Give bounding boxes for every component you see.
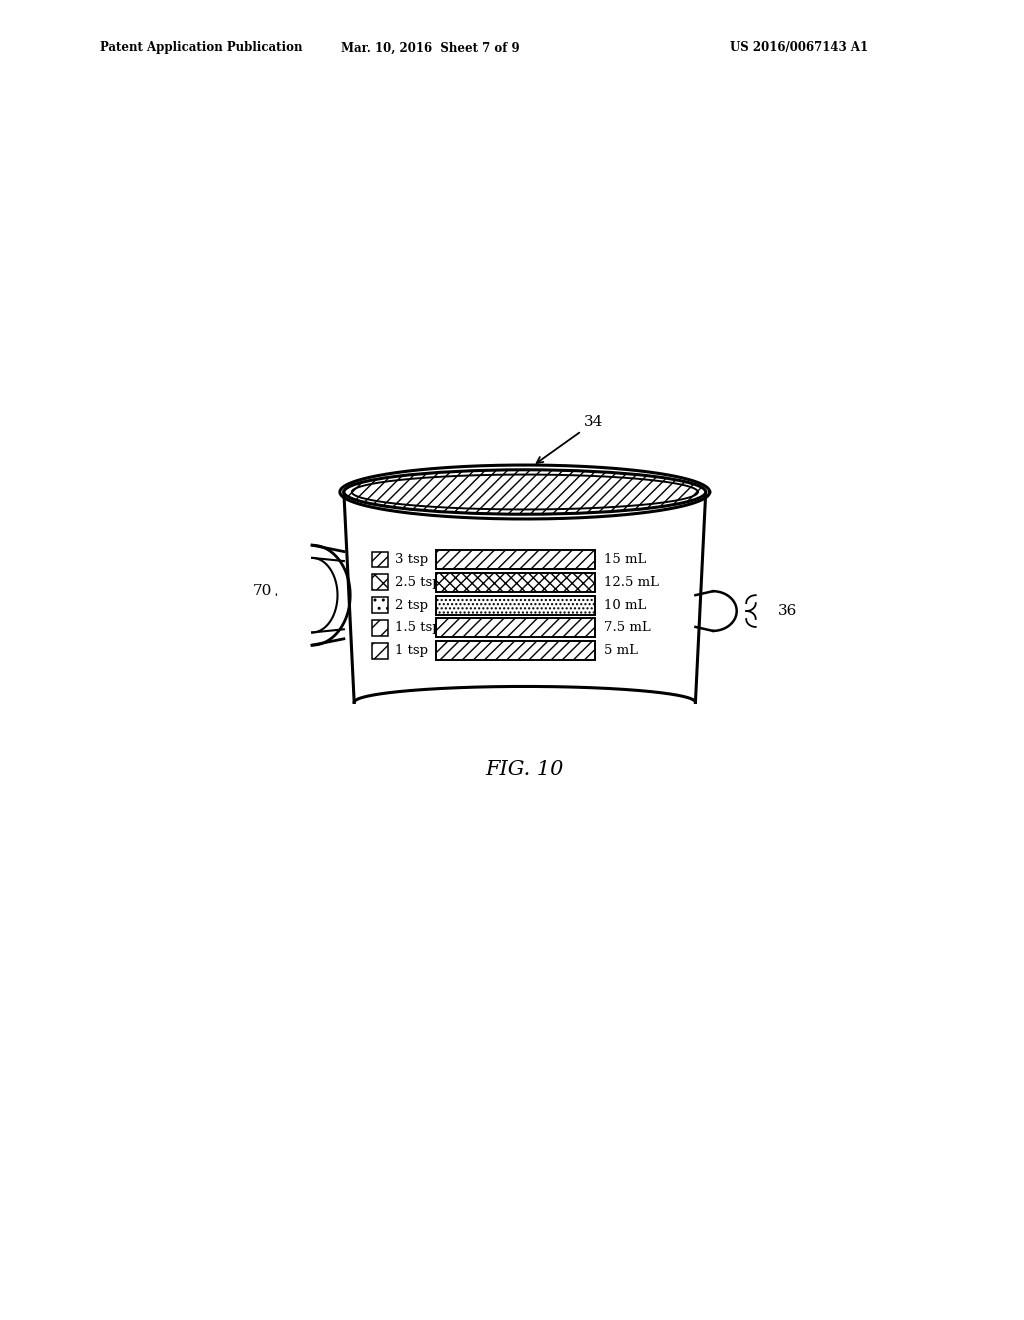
FancyBboxPatch shape [436,573,595,591]
Text: 7.5 mL: 7.5 mL [604,622,651,635]
FancyBboxPatch shape [436,550,595,569]
Text: Mar. 10, 2016  Sheet 7 of 9: Mar. 10, 2016 Sheet 7 of 9 [341,41,519,54]
Text: 10 mL: 10 mL [604,598,646,611]
Text: 2.5 tsp: 2.5 tsp [394,576,440,589]
Text: Patent Application Publication: Patent Application Publication [100,41,303,54]
Text: 5 mL: 5 mL [604,644,638,657]
FancyBboxPatch shape [436,642,595,660]
Text: US 2016/0067143 A1: US 2016/0067143 A1 [730,41,867,54]
Text: 1.5 tsp: 1.5 tsp [394,622,440,635]
FancyBboxPatch shape [436,595,595,615]
Text: 36: 36 [778,605,798,618]
FancyBboxPatch shape [373,574,388,590]
Text: 2 tsp: 2 tsp [394,598,428,611]
Text: 3 tsp: 3 tsp [394,553,428,566]
FancyBboxPatch shape [373,643,388,659]
Text: 12.5 mL: 12.5 mL [604,576,659,589]
Text: 1 tsp: 1 tsp [394,644,428,657]
Text: 70: 70 [253,585,272,598]
FancyBboxPatch shape [436,618,595,638]
Text: 15 mL: 15 mL [604,553,646,566]
Text: FIG. 10: FIG. 10 [485,760,564,779]
FancyBboxPatch shape [373,597,388,612]
FancyBboxPatch shape [373,620,388,636]
Ellipse shape [344,470,706,515]
Text: 34: 34 [537,414,604,463]
FancyBboxPatch shape [373,552,388,568]
